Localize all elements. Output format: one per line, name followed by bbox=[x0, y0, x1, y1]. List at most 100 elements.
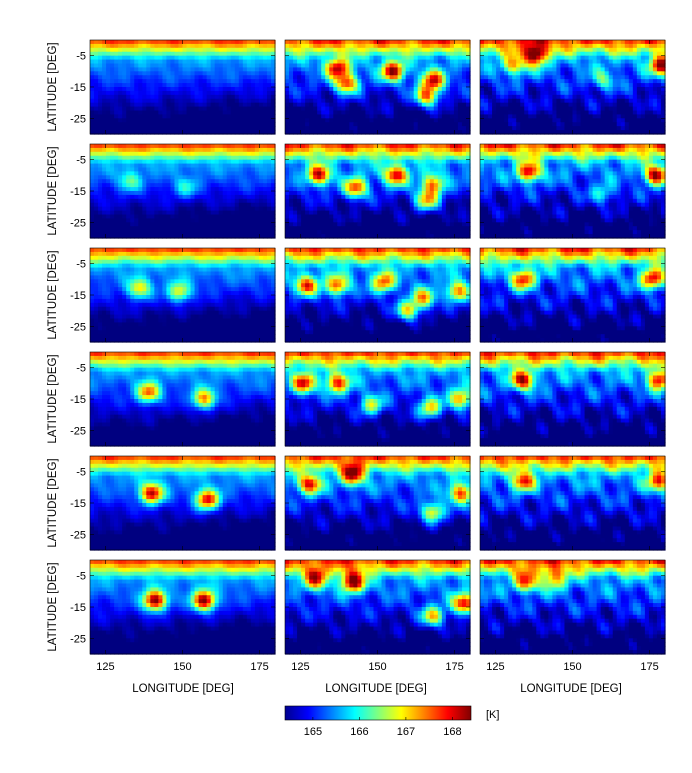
heat-cell bbox=[576, 118, 582, 123]
heat-cell bbox=[540, 102, 545, 108]
heat-cell bbox=[230, 75, 236, 80]
heat-cell bbox=[142, 106, 147, 112]
heat-cell bbox=[246, 214, 252, 220]
heat-cell bbox=[110, 94, 115, 100]
heat-cell bbox=[552, 71, 558, 76]
heat-cell bbox=[138, 118, 143, 123]
heat-cell bbox=[118, 147, 123, 153]
heat-cell bbox=[122, 114, 127, 119]
heat-cell bbox=[453, 144, 459, 149]
heat-cell bbox=[206, 98, 212, 104]
heat-cell bbox=[94, 234, 99, 239]
heat-cell bbox=[222, 163, 228, 169]
heat-cell bbox=[194, 175, 200, 180]
heat-cell bbox=[544, 63, 549, 69]
heat-cell bbox=[262, 234, 268, 239]
heat-cell bbox=[584, 102, 590, 108]
heat-cell bbox=[182, 130, 188, 135]
heat-cell bbox=[353, 175, 358, 180]
heat-cell bbox=[210, 98, 216, 104]
heat-cell bbox=[246, 55, 252, 61]
heat-cell bbox=[174, 206, 180, 212]
heat-cell bbox=[146, 87, 151, 92]
heat-cell bbox=[656, 90, 662, 96]
heat-cell bbox=[106, 47, 111, 53]
heat-cell bbox=[604, 67, 610, 72]
heat-cell bbox=[540, 83, 545, 88]
heat-cell bbox=[457, 94, 463, 100]
heat-cell bbox=[170, 90, 176, 96]
heat-cell bbox=[568, 106, 574, 112]
heat-cell bbox=[465, 98, 471, 104]
heat-cell bbox=[138, 71, 143, 76]
heat-cell bbox=[126, 151, 131, 157]
heat-cell bbox=[270, 47, 276, 53]
heat-cell bbox=[170, 206, 176, 212]
heat-cell bbox=[194, 159, 200, 165]
heat-cell bbox=[357, 55, 363, 61]
heat-cell bbox=[138, 110, 143, 116]
heat-cell bbox=[122, 126, 127, 131]
heat-cell bbox=[480, 55, 485, 61]
heat-cell bbox=[206, 191, 212, 196]
heat-cell bbox=[210, 151, 216, 157]
heat-cell bbox=[337, 67, 342, 72]
heat-cell bbox=[640, 94, 646, 100]
heat-cell bbox=[612, 98, 618, 104]
heat-cell bbox=[588, 59, 594, 65]
heat-cell bbox=[214, 98, 220, 104]
heat-cell bbox=[202, 202, 208, 208]
heat-cell bbox=[170, 183, 176, 188]
heat-cell bbox=[604, 118, 610, 123]
heat-cell bbox=[584, 114, 590, 119]
heat-cell bbox=[150, 163, 155, 169]
heat-cell bbox=[488, 102, 493, 108]
heat-cell bbox=[242, 155, 248, 161]
heat-cell bbox=[118, 63, 123, 69]
heat-cell bbox=[520, 59, 525, 65]
heat-cell bbox=[596, 63, 602, 69]
heat-cell bbox=[230, 110, 236, 116]
heat-cell bbox=[154, 98, 159, 104]
heat-cell bbox=[441, 75, 447, 80]
heat-cell bbox=[238, 47, 244, 53]
heat-cell bbox=[118, 222, 123, 227]
heat-cell bbox=[102, 202, 107, 208]
heat-cell bbox=[580, 118, 586, 123]
heat-cell bbox=[289, 118, 294, 123]
heat-cell bbox=[178, 71, 184, 76]
heat-cell bbox=[341, 55, 346, 61]
heat-cell bbox=[170, 226, 176, 231]
heat-cell bbox=[262, 67, 268, 72]
heat-cell bbox=[405, 110, 411, 116]
heat-cell bbox=[254, 206, 260, 212]
heat-cell bbox=[313, 171, 318, 176]
heat-cell bbox=[564, 130, 570, 135]
heat-cell bbox=[158, 102, 163, 108]
heat-cell bbox=[138, 191, 143, 196]
heat-cell bbox=[333, 114, 338, 119]
y-tick-label: -15 bbox=[70, 186, 86, 198]
heat-cell bbox=[512, 130, 517, 135]
heat-cell bbox=[234, 222, 240, 227]
heat-cell bbox=[254, 75, 260, 80]
heat-cell bbox=[496, 122, 501, 127]
heat-cell bbox=[325, 130, 330, 135]
heat-cell bbox=[397, 59, 403, 65]
heat-cell bbox=[250, 183, 256, 188]
heat-cell bbox=[134, 226, 139, 231]
heat-cell bbox=[620, 71, 626, 76]
heat-cell bbox=[321, 159, 326, 165]
heat-cell bbox=[393, 67, 399, 72]
heat-cell bbox=[110, 130, 115, 135]
heat-cell bbox=[465, 102, 471, 108]
heat-cell bbox=[206, 83, 212, 88]
heat-cell bbox=[421, 43, 427, 49]
heat-cell bbox=[636, 87, 642, 92]
heat-cell bbox=[393, 90, 399, 96]
heat-cell bbox=[620, 67, 626, 72]
heat-cell bbox=[313, 147, 318, 153]
heat-cell bbox=[154, 114, 159, 119]
heat-cell bbox=[660, 118, 666, 123]
heat-cell bbox=[413, 55, 419, 61]
